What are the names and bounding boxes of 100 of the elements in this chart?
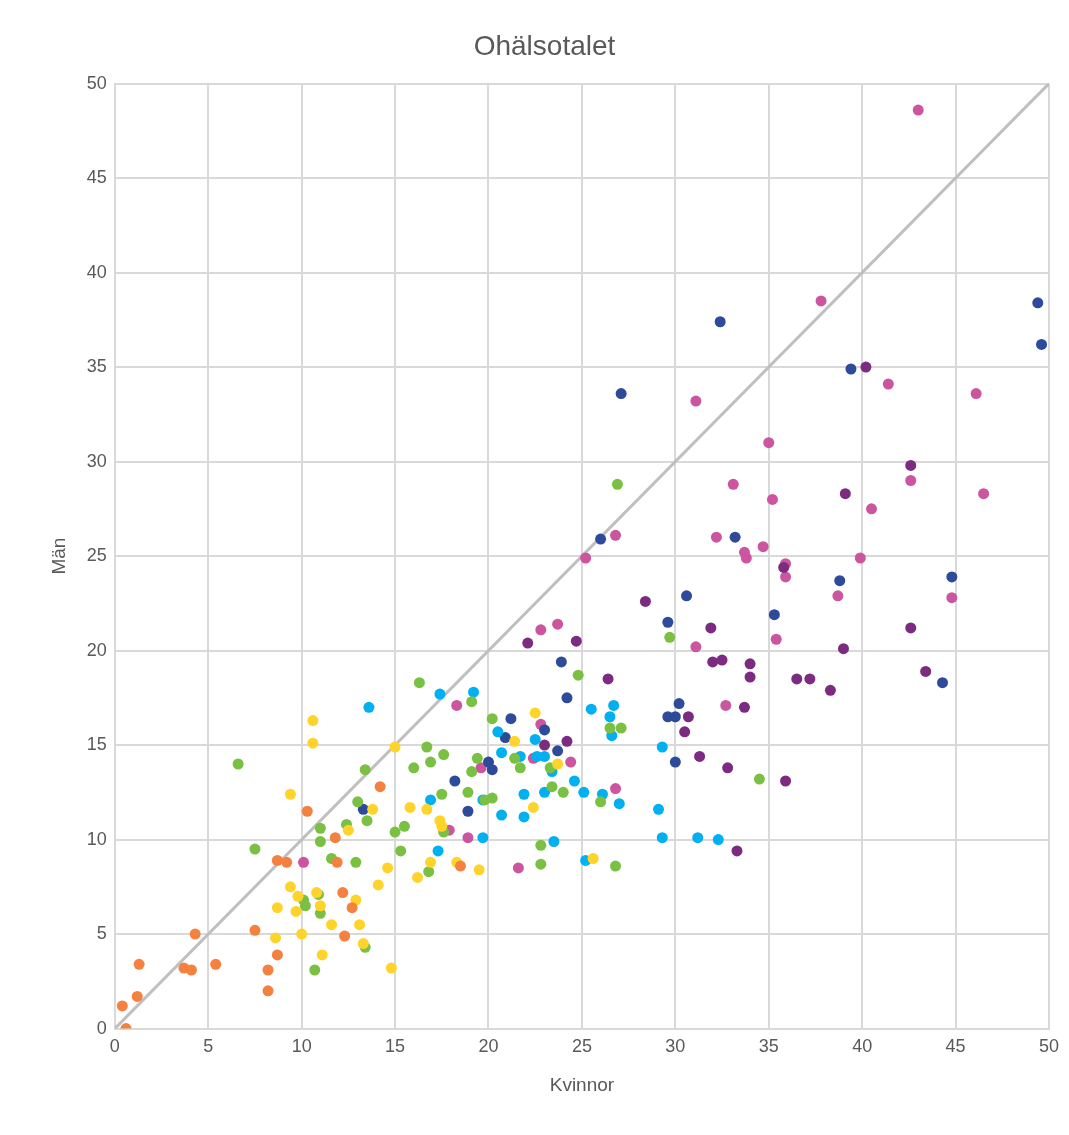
point [845, 363, 857, 375]
point [946, 571, 958, 583]
x-axis-title: Kvinnor [549, 1073, 615, 1095]
x-tick-label: 25 [571, 1036, 592, 1057]
point [395, 845, 407, 857]
x-tick-label: 35 [758, 1036, 779, 1057]
point [133, 958, 145, 970]
point [905, 475, 917, 486]
point [548, 835, 560, 847]
point [189, 928, 201, 940]
point [509, 752, 521, 764]
point [382, 862, 394, 874]
point [546, 781, 558, 793]
point [486, 713, 498, 725]
point [486, 764, 498, 776]
point [757, 541, 769, 553]
point [492, 726, 504, 738]
point [421, 803, 433, 815]
point [727, 478, 739, 490]
point [331, 856, 343, 868]
point [557, 786, 569, 798]
point [539, 750, 551, 762]
point [249, 843, 261, 855]
point [451, 699, 463, 711]
point [514, 762, 526, 774]
point [329, 832, 341, 844]
point [570, 635, 582, 647]
point [1032, 297, 1044, 309]
point [662, 616, 674, 628]
point [539, 739, 551, 751]
point [438, 749, 450, 761]
point [290, 905, 302, 917]
point [307, 715, 319, 727]
point [653, 803, 665, 815]
point [587, 853, 599, 864]
point [585, 703, 597, 715]
point [568, 775, 580, 787]
y-tick-label: 40 [86, 261, 107, 282]
y-tick-label: 30 [86, 450, 107, 471]
point [714, 316, 726, 328]
point [423, 866, 435, 878]
point [270, 932, 281, 944]
point [466, 766, 478, 778]
point [682, 711, 694, 723]
point [408, 762, 420, 774]
point [527, 801, 539, 813]
point [535, 839, 547, 851]
point [529, 707, 541, 719]
point [578, 786, 590, 798]
point [766, 493, 778, 505]
point [425, 756, 437, 768]
point [978, 488, 990, 500]
point [712, 834, 724, 846]
point [744, 658, 756, 670]
point [763, 437, 775, 449]
point [116, 1000, 128, 1012]
point [314, 900, 326, 912]
x-tick-label: 30 [665, 1036, 686, 1057]
point [281, 856, 293, 868]
x-tick-label: 50 [1038, 1036, 1060, 1057]
point [496, 747, 508, 759]
point [496, 809, 508, 821]
point [339, 930, 351, 942]
point [436, 788, 448, 800]
point [780, 571, 792, 583]
point [535, 624, 547, 636]
point [692, 832, 704, 844]
point [298, 856, 310, 868]
point [832, 590, 844, 602]
point [615, 388, 627, 400]
point [866, 503, 878, 515]
point [314, 835, 326, 847]
point [937, 677, 948, 689]
point [486, 792, 498, 804]
point [271, 902, 283, 914]
point [722, 762, 734, 774]
point [595, 796, 607, 808]
point [462, 832, 474, 844]
point [307, 737, 319, 749]
point [398, 820, 410, 832]
point [299, 900, 311, 912]
point [462, 786, 474, 798]
point [639, 595, 651, 607]
point [296, 928, 308, 940]
point [471, 752, 483, 764]
point [350, 856, 362, 868]
point [946, 592, 958, 604]
point [359, 764, 371, 776]
point [413, 677, 425, 689]
point [694, 750, 706, 762]
point [740, 552, 752, 564]
point [284, 788, 296, 800]
point [610, 783, 622, 795]
point [518, 788, 530, 800]
chart-title: Ohälsotalet [473, 29, 616, 61]
point [615, 722, 627, 734]
x-tick-label: 0 [109, 1036, 120, 1057]
point [131, 990, 143, 1002]
point [595, 533, 607, 545]
point [837, 643, 849, 655]
